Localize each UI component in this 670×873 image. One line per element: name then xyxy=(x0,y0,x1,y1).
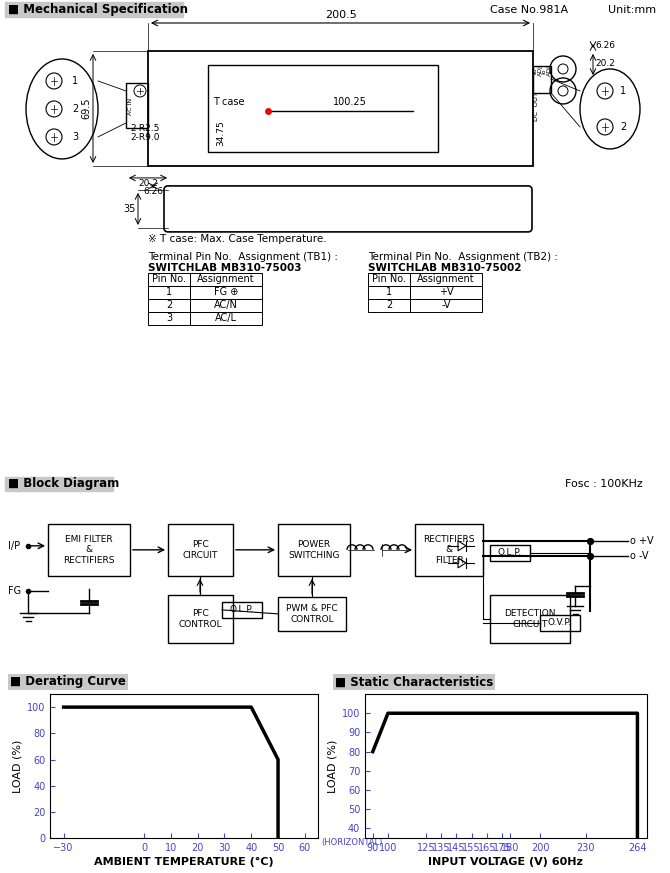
Bar xyxy=(533,66,551,93)
Bar xyxy=(190,312,262,325)
Text: AC/N: AC/N xyxy=(214,300,238,311)
Text: (HORIZONTAL): (HORIZONTAL) xyxy=(321,838,383,847)
Text: 2-R9.0: 2-R9.0 xyxy=(130,133,159,142)
Text: ■ Mechanical Specification: ■ Mechanical Specification xyxy=(8,3,188,17)
Bar xyxy=(410,285,482,299)
Text: Assignment: Assignment xyxy=(197,274,255,285)
Text: ■ Block Diagram: ■ Block Diagram xyxy=(8,478,119,491)
Bar xyxy=(148,285,190,299)
Text: ■ Static Characteristics: ■ Static Characteristics xyxy=(335,676,493,688)
Bar xyxy=(168,595,233,643)
Text: 2: 2 xyxy=(72,104,78,114)
Text: 1: 1 xyxy=(72,76,78,86)
X-axis label: AMBIENT TEMPERATURE (°C): AMBIENT TEMPERATURE (°C) xyxy=(94,857,274,867)
Bar xyxy=(368,285,410,299)
Text: 1: 1 xyxy=(620,86,626,96)
Text: Pin No.: Pin No. xyxy=(152,274,186,285)
Text: 20.2: 20.2 xyxy=(138,179,158,188)
Text: Vo
ADJ: Vo ADJ xyxy=(533,65,543,77)
Text: T case: T case xyxy=(213,97,245,107)
Bar xyxy=(490,545,530,560)
Text: 100.25: 100.25 xyxy=(333,97,367,107)
Text: ※ T case: Max. Case Temperature.: ※ T case: Max. Case Temperature. xyxy=(148,234,327,244)
Text: 35: 35 xyxy=(124,204,136,214)
Text: O.L.P.: O.L.P. xyxy=(498,548,522,557)
Text: PWM & PFC
CONTROL: PWM & PFC CONTROL xyxy=(286,604,338,623)
Text: Terminal Pin No.  Assignment (TB2) :: Terminal Pin No. Assignment (TB2) : xyxy=(368,252,558,262)
Text: 6.26: 6.26 xyxy=(143,187,163,196)
Bar xyxy=(5,477,113,491)
Text: AC IN: AC IN xyxy=(129,98,133,114)
Bar xyxy=(48,524,130,576)
Text: 2: 2 xyxy=(166,300,172,311)
Bar xyxy=(148,273,190,285)
Text: 1: 1 xyxy=(166,287,172,298)
Text: +V: +V xyxy=(439,287,454,298)
Text: ■ Derating Curve: ■ Derating Curve xyxy=(10,676,126,688)
Y-axis label: LOAD (%): LOAD (%) xyxy=(13,739,23,793)
Text: 3: 3 xyxy=(166,313,172,323)
Bar xyxy=(148,312,190,325)
Text: Terminal Pin No.  Assignment (TB1) :: Terminal Pin No. Assignment (TB1) : xyxy=(148,252,338,262)
Text: 2: 2 xyxy=(620,122,626,132)
Text: POWER
SWITCHING: POWER SWITCHING xyxy=(288,540,340,560)
Text: 20.2: 20.2 xyxy=(595,59,615,68)
Text: AC/L: AC/L xyxy=(215,313,237,323)
Text: -V: -V xyxy=(442,300,451,311)
Bar xyxy=(540,615,580,631)
Text: 3: 3 xyxy=(72,132,78,142)
Text: SWITCHLAB MB310-75002: SWITCHLAB MB310-75002 xyxy=(368,263,521,273)
Bar xyxy=(490,595,570,643)
Bar xyxy=(148,299,190,312)
Text: Fosc : 100KHz: Fosc : 100KHz xyxy=(565,478,643,489)
Text: 2: 2 xyxy=(386,300,392,311)
Bar xyxy=(222,601,262,618)
Text: Case No.981A: Case No.981A xyxy=(490,5,568,15)
Text: EMI FILTER
&
RECTIFIERS: EMI FILTER & RECTIFIERS xyxy=(63,535,115,565)
Bar xyxy=(208,65,438,152)
Text: I/P: I/P xyxy=(8,541,20,551)
Text: O.L.P.: O.L.P. xyxy=(230,605,254,615)
Bar xyxy=(168,524,233,576)
Y-axis label: LOAD (%): LOAD (%) xyxy=(328,739,338,793)
Bar xyxy=(410,273,482,285)
Bar xyxy=(415,524,483,576)
Text: 200.5: 200.5 xyxy=(325,10,356,20)
Bar xyxy=(190,273,262,285)
Text: 34.75: 34.75 xyxy=(216,120,225,146)
Text: 2-R2.5: 2-R2.5 xyxy=(130,124,159,133)
Text: o +V: o +V xyxy=(630,536,654,546)
Text: PFC
CIRCUIT: PFC CIRCUIT xyxy=(183,540,218,560)
Text: 69.5: 69.5 xyxy=(81,98,91,120)
Bar xyxy=(278,524,350,576)
Text: SWITCHLAB MB310-75003: SWITCHLAB MB310-75003 xyxy=(148,263,302,273)
Text: O.V.P.: O.V.P. xyxy=(548,618,572,628)
Bar xyxy=(126,83,148,128)
Text: Pin No.: Pin No. xyxy=(372,274,406,285)
Text: RECTIFIERS
&
FILTER: RECTIFIERS & FILTER xyxy=(423,535,475,565)
Bar xyxy=(410,299,482,312)
Text: lo
ADJ: lo ADJ xyxy=(541,65,552,77)
Text: 1: 1 xyxy=(386,287,392,298)
Text: FG ⊕: FG ⊕ xyxy=(214,287,239,298)
Bar xyxy=(190,285,262,299)
Bar xyxy=(278,597,346,631)
X-axis label: INPUT VOLTAGE (V) 60Hz: INPUT VOLTAGE (V) 60Hz xyxy=(428,857,584,867)
Text: Assignment: Assignment xyxy=(417,274,475,285)
Text: DETECTION
CIRCUIT: DETECTION CIRCUIT xyxy=(505,609,555,629)
Text: Unit:mm: Unit:mm xyxy=(608,5,656,15)
Text: o -V: o -V xyxy=(630,551,649,560)
Bar xyxy=(5,2,183,17)
Text: DC  OUT: DC OUT xyxy=(533,92,539,120)
Bar xyxy=(148,51,533,166)
Text: 6.26: 6.26 xyxy=(595,42,615,51)
Text: FG: FG xyxy=(8,586,21,596)
Text: PFC
CONTROL: PFC CONTROL xyxy=(179,609,222,629)
Bar xyxy=(190,299,262,312)
Bar xyxy=(368,299,410,312)
Bar xyxy=(368,273,410,285)
